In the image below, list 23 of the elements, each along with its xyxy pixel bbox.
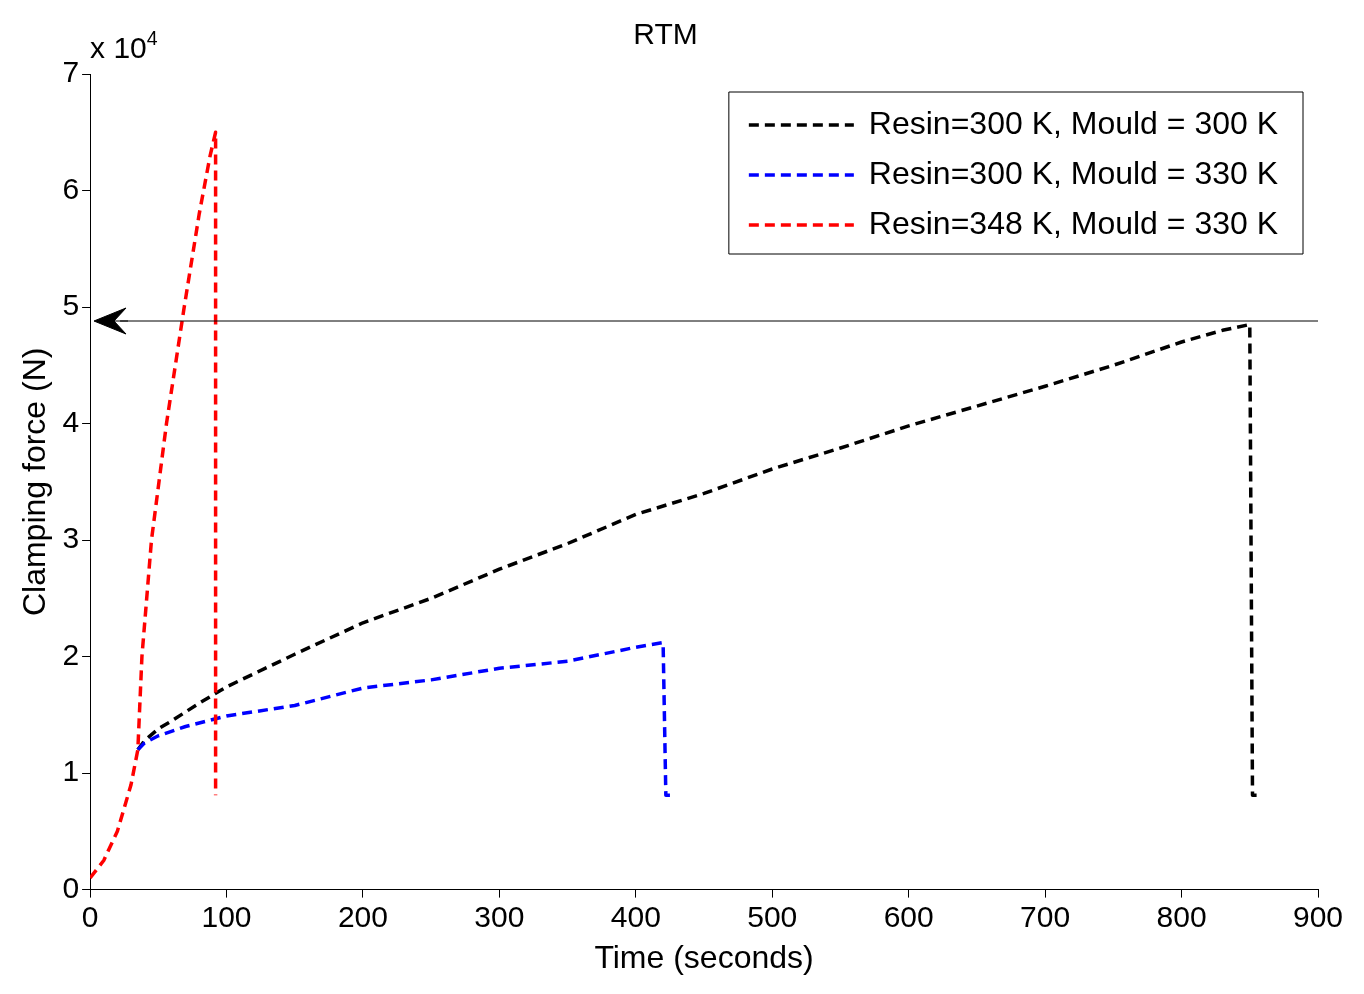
y-tick-label: 1 [62,754,80,788]
chart-title: RTM [633,17,698,51]
legend-label: Resin=300 K, Mould = 330 K [868,154,1278,191]
y-tick-label: 2 [62,637,80,671]
y-tick-label: 6 [62,171,80,205]
legend-label: Resin=348 K, Mould = 330 K [868,204,1278,241]
legend-label: Resin=300 K, Mould = 300 K [868,104,1278,141]
x-tick-label: 400 [610,899,661,933]
x-tick-label: 100 [201,899,252,933]
x-tick-label: 700 [1020,899,1071,933]
x-tick-label: 500 [747,899,798,933]
y-tick-label: 5 [62,288,80,322]
y-tick-label: 0 [62,870,80,904]
y-tick-label: 3 [62,521,80,555]
y-tick-label: 7 [62,55,80,89]
x-tick-label: 900 [1292,899,1344,933]
x-tick-label: 300 [474,899,525,933]
x-tick-label: 600 [883,899,934,933]
x-axis-title: Time (seconds) [594,938,814,975]
x-tick-label: 800 [1156,899,1207,933]
y-tick-label: 4 [62,404,80,438]
x-tick-label: 200 [337,899,388,933]
y-axis-title: Clamping force (N) [16,347,53,617]
